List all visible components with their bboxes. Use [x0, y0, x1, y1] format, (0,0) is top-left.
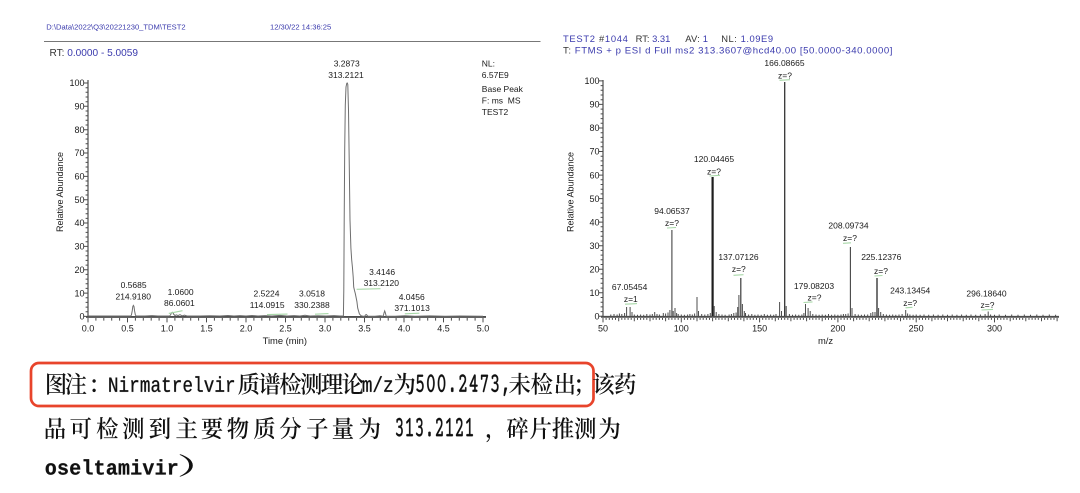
svg-text:RT: 3.31: RT: 3.31: [636, 33, 671, 44]
svg-text:50: 50: [589, 194, 599, 204]
svg-text:z=?: z=?: [903, 298, 917, 308]
svg-text:z=?: z=?: [874, 266, 888, 276]
svg-text:80: 80: [74, 125, 84, 135]
svg-text:z=?: z=?: [843, 233, 857, 243]
svg-text:TEST2: TEST2: [482, 107, 509, 117]
svg-text:2.5: 2.5: [279, 324, 292, 334]
svg-text:70: 70: [74, 148, 84, 158]
svg-text:Relative Abundance: Relative Abundance: [55, 152, 65, 232]
svg-text:20: 20: [589, 264, 599, 274]
svg-text:114.0915: 114.0915: [250, 300, 285, 310]
svg-text:T: FTMS + p ESI d Full ms2 313: T: FTMS + p ESI d Full ms2 313.3607@hcd4…: [563, 46, 893, 57]
svg-text:30: 30: [589, 241, 599, 251]
svg-text:0.0: 0.0: [82, 324, 95, 334]
svg-text:90: 90: [589, 100, 599, 110]
svg-text:10: 10: [589, 288, 599, 298]
svg-text:296.18640: 296.18640: [966, 288, 1006, 298]
svg-text:225.12376: 225.12376: [861, 252, 901, 262]
svg-text:166.08665: 166.08665: [764, 58, 804, 68]
svg-text:60: 60: [74, 172, 84, 182]
svg-text:3.5: 3.5: [358, 324, 371, 334]
svg-text:313.2120: 313.2120: [364, 278, 400, 288]
svg-text:86.0601: 86.0601: [164, 298, 195, 308]
svg-text:50: 50: [74, 195, 84, 205]
svg-text:NL: 1.09E9: NL: 1.09E9: [721, 33, 773, 44]
svg-text:z=?: z=?: [732, 264, 746, 274]
svg-text:94.06537: 94.06537: [654, 206, 690, 216]
svg-text:Relative Abundance: Relative Abundance: [566, 152, 576, 232]
svg-text:60: 60: [589, 170, 599, 180]
svg-text:z=1: z=1: [624, 294, 638, 304]
svg-text:TEST2 #1044: TEST2 #1044: [563, 33, 629, 44]
svg-text:150: 150: [752, 324, 767, 334]
svg-text:100: 100: [584, 76, 599, 86]
svg-text:2.5224: 2.5224: [254, 288, 280, 298]
svg-text:214.9180: 214.9180: [115, 292, 151, 302]
svg-text:RT: 0.0000 - 5.0059: RT: 0.0000 - 5.0059: [50, 48, 139, 59]
svg-text:12/30/22 14:36:25: 12/30/22 14:36:25: [270, 23, 331, 32]
svg-text:70: 70: [589, 147, 599, 157]
svg-text:243.13454: 243.13454: [890, 285, 930, 295]
svg-text:F: ms MS: F: ms MS: [482, 96, 521, 106]
svg-text:4.5: 4.5: [437, 324, 450, 334]
svg-text:2.0: 2.0: [240, 324, 253, 334]
svg-text:z=?: z=?: [778, 71, 792, 81]
svg-text:80: 80: [589, 123, 599, 133]
svg-text:137.07126: 137.07126: [718, 252, 758, 262]
svg-text:1.0600: 1.0600: [168, 287, 194, 297]
svg-text:371.1013: 371.1013: [394, 303, 430, 313]
svg-text:0: 0: [594, 312, 599, 322]
svg-text:120.04465: 120.04465: [694, 154, 734, 164]
svg-text:4.0456: 4.0456: [399, 292, 425, 302]
svg-text:100: 100: [674, 324, 689, 334]
svg-text:3.0: 3.0: [319, 324, 332, 334]
svg-text:NL:: NL:: [482, 59, 495, 69]
svg-text:5.0: 5.0: [477, 324, 490, 334]
svg-text:3.2873: 3.2873: [334, 59, 360, 69]
svg-text:40: 40: [74, 218, 84, 228]
svg-text:40: 40: [589, 217, 599, 227]
svg-text:z=?: z=?: [808, 293, 822, 303]
svg-text:6.57E9: 6.57E9: [482, 70, 509, 80]
svg-text:0: 0: [79, 312, 84, 322]
svg-text:D:\Data\2022\Q3\20221230_TDM\T: D:\Data\2022\Q3\20221230_TDM\TEST2: [46, 23, 185, 32]
svg-text:10: 10: [74, 288, 84, 298]
svg-text:90: 90: [74, 102, 84, 112]
svg-text:330.2388: 330.2388: [294, 300, 330, 310]
svg-text:Time (min): Time (min): [263, 335, 307, 346]
svg-text:300: 300: [987, 324, 1002, 334]
svg-text:313.2121: 313.2121: [328, 70, 364, 80]
svg-text:0.5685: 0.5685: [121, 280, 147, 290]
svg-text:20: 20: [74, 265, 84, 275]
svg-text:3.0518: 3.0518: [299, 288, 325, 298]
svg-text:3.4146: 3.4146: [369, 267, 395, 277]
svg-text:0.5: 0.5: [121, 324, 134, 334]
svg-text:4.0: 4.0: [398, 324, 411, 334]
svg-text:m/z: m/z: [818, 335, 833, 346]
svg-text:AV: 1: AV: 1: [685, 33, 708, 44]
svg-text:Base Peak: Base Peak: [482, 84, 524, 94]
svg-text:50: 50: [598, 324, 608, 334]
svg-text:100: 100: [69, 78, 84, 88]
svg-text:1.5: 1.5: [200, 324, 213, 334]
svg-text:z=?: z=?: [707, 166, 721, 176]
svg-text:179.08203: 179.08203: [794, 281, 834, 291]
svg-text:30: 30: [74, 242, 84, 252]
svg-text:200: 200: [830, 324, 845, 334]
svg-text:250: 250: [909, 324, 924, 334]
svg-text:1.0: 1.0: [161, 324, 174, 334]
svg-text:z=?: z=?: [665, 218, 679, 228]
svg-text:67.05454: 67.05454: [612, 282, 648, 292]
svg-text:z=?: z=?: [981, 300, 995, 310]
svg-text:208.09734: 208.09734: [828, 221, 868, 231]
